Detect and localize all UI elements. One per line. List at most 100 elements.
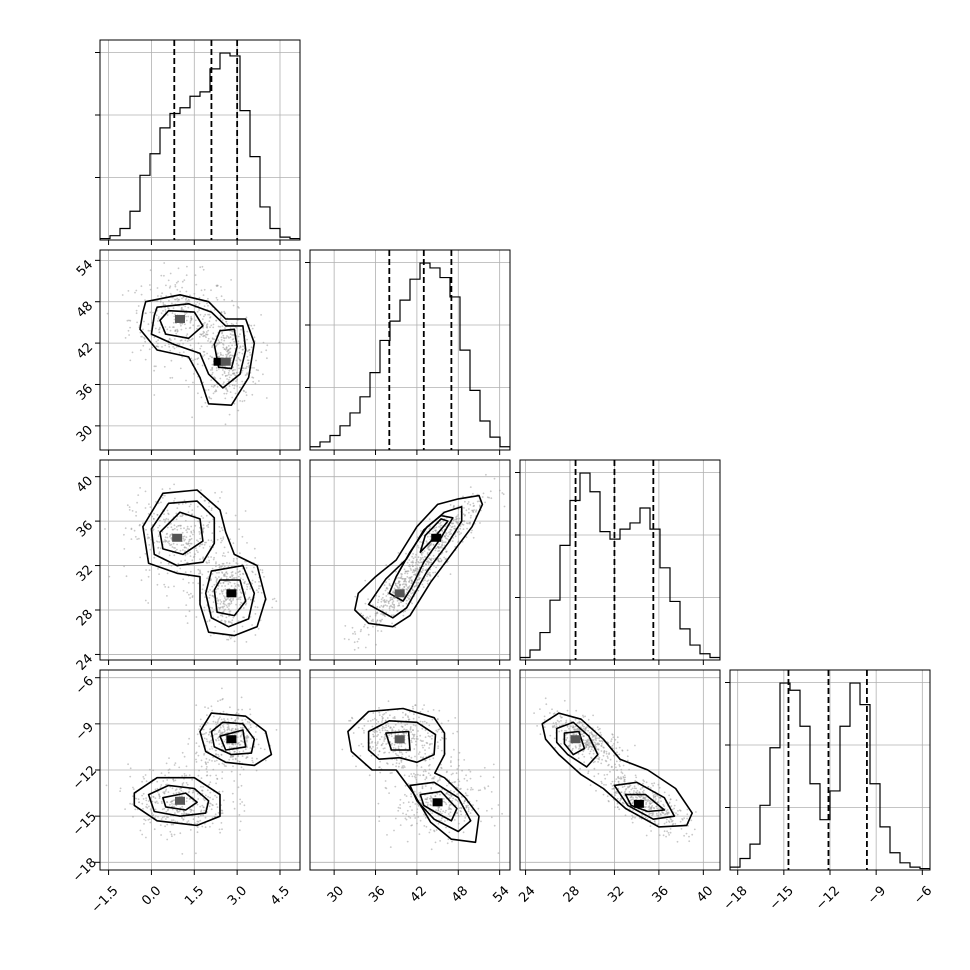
sample-point: [439, 739, 442, 741]
sample-point: [465, 806, 468, 809]
sample-point: [364, 646, 367, 649]
sample-point: [220, 589, 223, 592]
sample-point: [585, 743, 587, 746]
sample-point: [227, 725, 230, 728]
sample-point: [224, 365, 226, 368]
sample-point: [648, 802, 651, 804]
sample-point: [223, 546, 226, 549]
sample-point: [174, 313, 177, 316]
sample-point: [394, 733, 397, 735]
sample-point: [209, 589, 212, 591]
histogram-step-3: [730, 682, 930, 870]
sample-point: [197, 820, 200, 823]
sample-point: [425, 825, 428, 828]
sample-point: [457, 540, 460, 543]
sample-point: [585, 746, 588, 748]
sample-point: [199, 347, 202, 350]
sample-point: [228, 610, 231, 613]
sample-point: [226, 572, 229, 575]
sample-point: [219, 317, 222, 319]
sample-point: [169, 377, 172, 379]
sample-point: [146, 533, 149, 536]
sample-point: [221, 585, 223, 587]
sample-point: [208, 597, 211, 599]
sample-point: [169, 535, 171, 538]
sample-point: [230, 729, 233, 732]
sample-point: [159, 519, 161, 522]
sample-point: [649, 825, 652, 827]
sample-point: [200, 515, 203, 517]
sample-point: [129, 326, 132, 329]
sample-point: [414, 573, 416, 576]
sample-point: [217, 739, 220, 742]
sample-point: [145, 836, 147, 839]
sample-point: [369, 746, 372, 749]
sample-point: [181, 805, 184, 808]
sample-point: [667, 832, 670, 834]
sample-point: [253, 367, 255, 369]
sample-point: [453, 525, 456, 527]
sample-point: [197, 754, 200, 757]
sample-point: [245, 602, 248, 605]
sample-point: [475, 509, 478, 512]
sample-point: [225, 388, 228, 391]
sample-point: [211, 532, 214, 534]
sample-point: [593, 775, 596, 778]
sample-point: [256, 606, 259, 609]
density-peak: [172, 533, 183, 542]
sample-point: [159, 547, 162, 550]
sample-point: [158, 797, 161, 799]
sample-point: [182, 537, 185, 540]
sample-point: [238, 528, 241, 531]
sample-point: [394, 584, 397, 586]
sample-point: [219, 352, 222, 354]
sample-point: [225, 355, 228, 357]
sample-point: [559, 715, 562, 718]
sample-point: [180, 544, 183, 546]
sample-point: [195, 752, 197, 755]
sample-point: [443, 556, 446, 559]
sample-point: [233, 630, 236, 633]
sample-point: [205, 331, 208, 333]
sample-point: [121, 294, 124, 296]
sample-point: [189, 829, 192, 831]
sample-point: [372, 618, 374, 621]
sample-point: [382, 599, 385, 602]
sample-point: [215, 739, 218, 742]
sample-point: [126, 319, 129, 322]
sample-point: [415, 583, 418, 585]
sample-point: [152, 311, 154, 314]
sample-point: [681, 818, 683, 820]
sample-point: [579, 767, 581, 770]
sample-point: [251, 579, 254, 582]
sample-point: [645, 781, 648, 784]
sample-point: [244, 510, 247, 512]
sample-point: [375, 620, 377, 623]
sample-point: [219, 377, 222, 380]
sample-point: [394, 626, 397, 629]
sample-point: [177, 267, 180, 270]
sample-point: [376, 620, 379, 622]
sample-point: [202, 528, 204, 531]
sample-point: [471, 788, 474, 791]
sample-point: [379, 738, 381, 741]
sample-point: [163, 262, 166, 264]
sample-point: [160, 818, 163, 820]
sample-point: [671, 808, 674, 811]
sample-point: [615, 747, 618, 750]
sample-point: [601, 739, 603, 742]
sample-point: [211, 371, 214, 374]
sample-point: [411, 602, 413, 605]
sample-point: [400, 751, 403, 754]
sample-point: [202, 547, 205, 549]
sample-point: [145, 797, 148, 799]
sample-point: [384, 589, 387, 592]
sample-point: [173, 803, 176, 806]
sample-point: [173, 483, 176, 486]
sample-point: [190, 357, 193, 360]
sample-point: [404, 729, 407, 732]
sample-point: [170, 526, 173, 529]
sample-point: [192, 800, 195, 802]
sample-point: [239, 604, 242, 606]
sample-point: [220, 527, 223, 529]
